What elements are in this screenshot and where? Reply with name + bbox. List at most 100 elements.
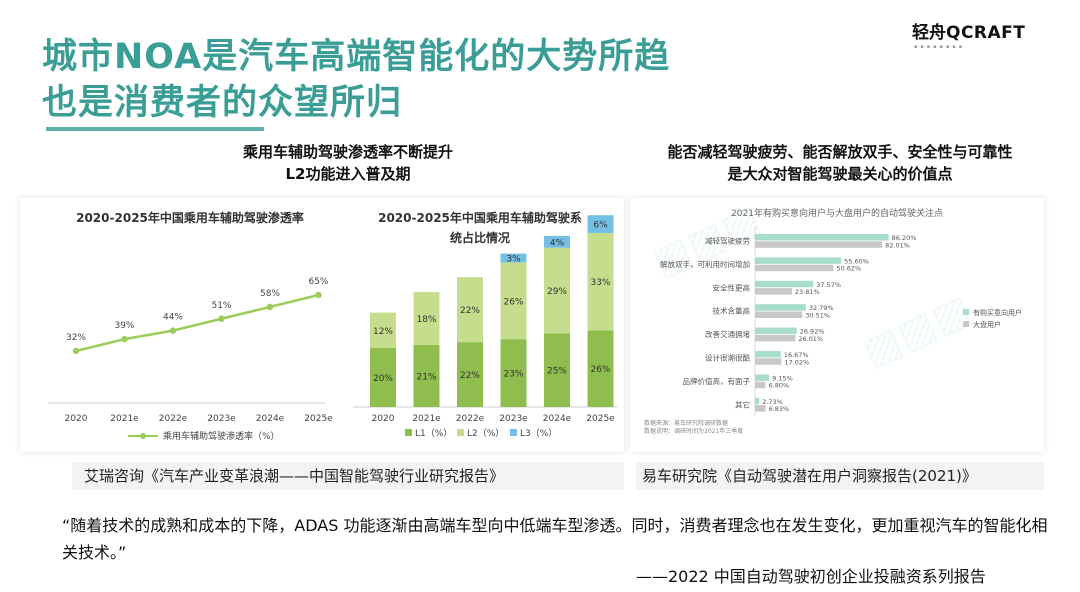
- hbar-notes: 数据来源：易车研究院调研数据 数据说明：调研时间为2021年三季度: [644, 420, 743, 436]
- left-heading-line1: 乘用车辅助驾驶渗透率不断提升: [242, 143, 453, 161]
- hbar-value-label: 6.80%: [769, 382, 790, 390]
- bar-x-tick-label: 2024e: [543, 414, 572, 424]
- hbar-legend-swatch: [963, 309, 969, 315]
- bar-segment-label: 29%: [547, 287, 567, 297]
- line-data-point: [72, 347, 80, 355]
- bar-segment-label: 22%: [460, 371, 480, 381]
- bar-x-tick-label: 2021e: [412, 414, 441, 424]
- bar-segment: [544, 247, 570, 334]
- bar-x-tick-label: 2022e: [456, 414, 485, 424]
- bar-segment: [544, 235, 570, 248]
- hbar-category-label: 其它: [735, 399, 750, 409]
- hbar-bar: [755, 288, 792, 295]
- hbar-category-label: 技术含量高: [713, 306, 751, 316]
- bar-segment: [457, 342, 483, 407]
- line-x-tick-label: 2022e: [159, 414, 188, 424]
- bar-segment-label: 22%: [460, 306, 480, 316]
- bar-legend-swatch: [405, 429, 412, 436]
- right-heading-line1: 能否减轻驾驶疲劳、能否解放双手、安全性与可靠性: [667, 143, 1013, 161]
- left-heading-line2: L2功能进入普及期: [285, 165, 411, 183]
- line-data-point: [121, 335, 128, 343]
- penetration-line-chart: 32% 2020 39% 2021e 44% 2022e 51% 2023e 58% 2024e 6…: [48, 277, 333, 442]
- bar-segment-label: 26%: [590, 365, 610, 375]
- line-x-tick-label: 2025e: [304, 414, 333, 424]
- bar-segment-label: 25%: [547, 367, 567, 377]
- bar-segment-label: 23%: [503, 370, 523, 380]
- hbar-value-label: 37.57%: [816, 281, 841, 289]
- line-data-point: [315, 291, 322, 299]
- line-data-point: [266, 303, 274, 311]
- hbar-bar: [755, 397, 760, 405]
- right-section-heading: 能否减轻驾驶疲劳、能否解放双手、安全性与可靠性 是大众对智能驾驶最关心的价值点: [630, 141, 1050, 185]
- line-data-label: 65%: [308, 277, 328, 287]
- line-data-label: 51%: [211, 301, 231, 311]
- right-chart-panel: ▨▨▨ ▨▨▨ 2021年有购买意向用户与大盘用户的自动驾驶关注点 减轻驾驶疲劳…: [630, 198, 1044, 452]
- hbar-legend-label: 大盘用户: [973, 320, 1001, 329]
- logo-slogan-graphic: ▪▪▪▪▪▪▪▪: [914, 44, 966, 50]
- hbar-bar: [755, 241, 883, 248]
- hbar-bar: [755, 358, 782, 365]
- hbar-value-label: 2.73%: [762, 398, 783, 406]
- hbar-value-label: 26.01%: [798, 335, 823, 343]
- line-data-point: [218, 315, 225, 322]
- bar-x-tick-label: 2020: [372, 414, 395, 424]
- line-data-label: 58%: [260, 289, 280, 299]
- bar-legend-label: L2（%）: [467, 428, 504, 439]
- bar-legend-label: L1（%）: [415, 428, 452, 439]
- bar-x-tick-label: 2023e: [499, 414, 528, 424]
- hbar-bar: [755, 304, 806, 311]
- hbar-note-desc: 数据说明：调研时间为2021年三季度: [644, 428, 744, 435]
- line-data-label: 39%: [114, 321, 134, 331]
- bar-segment: [500, 253, 527, 263]
- hbar-value-label: 32.79%: [809, 304, 834, 312]
- qcraft-logo: 轻舟QCRAFT ▪▪▪▪▪▪▪▪: [912, 18, 1025, 50]
- hbar-value-label: 82.01%: [885, 241, 910, 249]
- quote-attribution: ——2022 中国自动驾驶初创企业投融资系列报告: [636, 567, 986, 586]
- right-heading-line2: 是大众对智能驾驶最关心的价值点: [727, 165, 953, 183]
- hbar-value-label: 26.92%: [800, 328, 825, 336]
- hbar-bar: [755, 264, 834, 272]
- hbar-category-label: 解放双手，可利用时间增加: [660, 259, 750, 269]
- hbar-value-label: 23.81%: [795, 288, 820, 296]
- hbar-bar: [755, 234, 889, 241]
- bar-segment: [587, 232, 614, 331]
- concern-horizontal-bar-chart: 减轻驾驶疲劳 86.20%82.01% 解放双手，可利用时间增加 55.60%50.6…: [660, 226, 1022, 416]
- hbar-category-label: 改善交通拥堵: [705, 329, 750, 339]
- line-x-tick-label: 2020: [65, 414, 88, 424]
- left-charts-panel: 2020-2025年中国乘用车辅助驾驶渗透率 2020-2025年中国乘用车辅助…: [20, 198, 624, 452]
- hbar-bar: [755, 334, 796, 342]
- bar-segment: [500, 262, 527, 340]
- bar-segment: [413, 345, 440, 407]
- hbar-category-label: 设计很潮很酷: [705, 353, 750, 363]
- bar-segment: [500, 339, 527, 407]
- bar-segment-label: 6%: [593, 221, 608, 231]
- bar-segment-label: 33%: [590, 278, 610, 288]
- stacked-chart-title-line2: 统占比情况: [449, 231, 510, 245]
- bar-segment: [587, 330, 614, 407]
- line-chart-title: 2020-2025年中国乘用车辅助驾驶渗透率: [76, 211, 304, 225]
- left-section-heading: 乘用车辅助驾驶渗透率不断提升 L2功能进入普及期: [208, 141, 488, 185]
- logo-chinese-text: 轻舟: [912, 23, 946, 43]
- hbar-value-label: 86.20%: [892, 234, 917, 242]
- hbar-category-label: 安全性更高: [713, 282, 751, 292]
- hbar-bar: [755, 374, 770, 381]
- hbar-value-label: 50.62%: [836, 265, 861, 273]
- bar-segment: [370, 348, 396, 407]
- hbar-legend-label: 有购买意向用户: [973, 308, 1022, 317]
- bar-segment: [544, 333, 570, 407]
- hbar-bar: [755, 405, 766, 412]
- bar-segment-label: 3%: [506, 255, 521, 265]
- bar-segment: [587, 215, 614, 233]
- bar-segment: [457, 277, 483, 343]
- hbar-value-label: 55.60%: [844, 257, 869, 265]
- bar-legend-swatch: [457, 429, 464, 436]
- line-legend-marker: [140, 433, 146, 439]
- stacked-chart-title: 2020-2025年中国乘用车辅助驾驶系 统占比情况: [360, 208, 600, 248]
- bar-legend-label: L3（%）: [520, 428, 557, 439]
- hbar-bar: [755, 257, 842, 264]
- hbar-note-source: 数据来源：易车研究院调研数据: [644, 420, 729, 427]
- line-x-tick-label: 2023e: [207, 414, 236, 424]
- hbar-value-label: 6.83%: [769, 405, 790, 413]
- hbar-legend-swatch: [963, 321, 969, 327]
- hbar-bar: [755, 311, 803, 318]
